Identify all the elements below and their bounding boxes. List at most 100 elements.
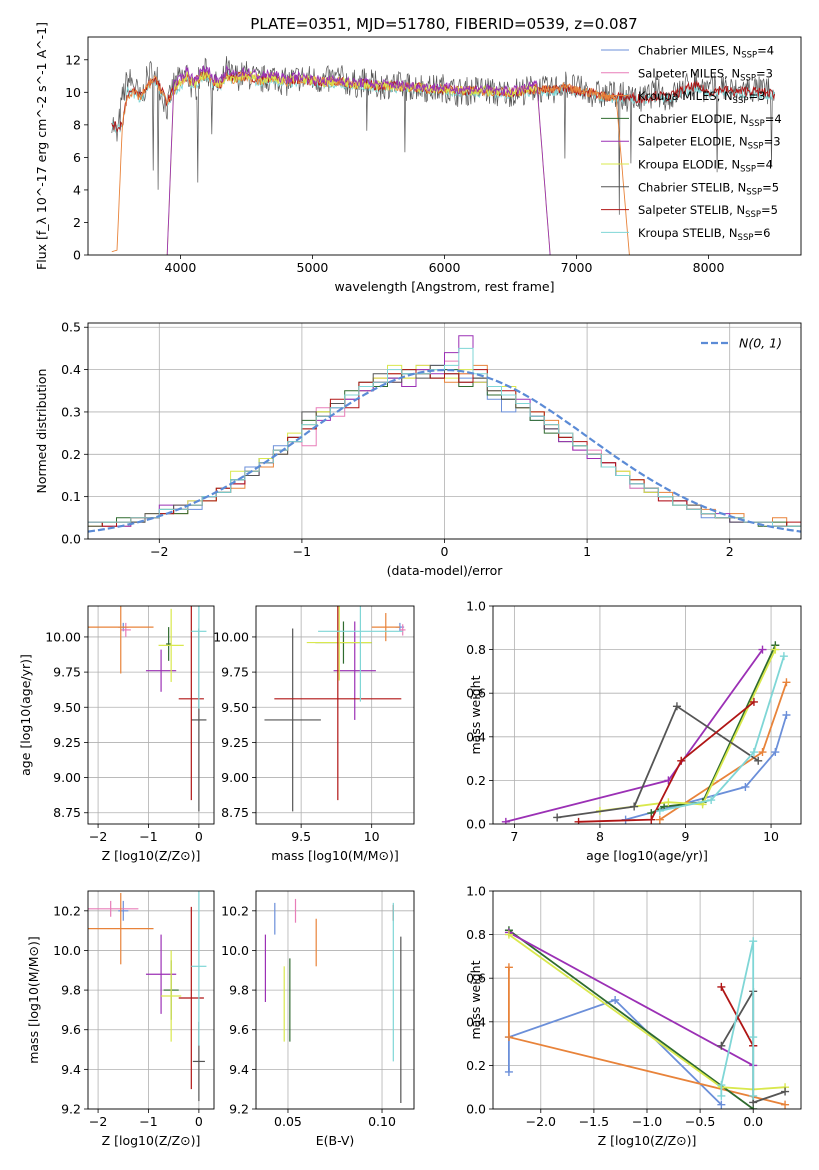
y-tick-label: 10.0 [221,943,249,958]
y-tick-label: 0.6 [466,686,486,701]
y-tick-label: 9.6 [61,1022,81,1037]
x-axis-label: Z [log10(Z/Z⊙)] [102,1133,201,1148]
x-tick-label: 7000 [561,260,593,275]
y-tick-label: 0.2 [61,447,81,462]
weight-marker [741,782,750,791]
x-tick-label: 0.10 [368,1114,396,1129]
weight-marker [672,702,681,711]
weight-marker [754,756,763,765]
plot-area [264,606,406,812]
x-axis-label: age [log10(age/yr)] [586,848,708,863]
y-tick-label: 0.2 [466,1058,486,1073]
weight-marker [749,937,758,946]
legend-entry: Salpeter STELIB, NSSP=5 [638,203,778,220]
y-tick-label: 9.25 [53,735,81,750]
legend-entry: Chabrier ELODIE, NSSP=4 [638,112,782,129]
weight-marker [630,802,639,811]
y-tick-label: 4 [73,182,81,197]
weight-marker [749,748,758,757]
x-tick-label: −2 [150,544,168,559]
y-tick-label: 0.4 [466,1014,486,1029]
plot-area [111,56,776,255]
spectrum-line [111,56,775,215]
weight-line [508,931,754,1067]
y-tick-label: 0.0 [466,817,486,832]
histogram-step [88,347,801,539]
weight-marker [504,1033,513,1042]
weight-marker [782,678,791,687]
x-tick-label: −1 [139,829,157,844]
x-tick-label: 1 [583,544,591,559]
y-tick-label: 10.00 [213,629,249,644]
weight-marker [758,748,767,757]
spectrum-line [166,70,551,255]
x-tick-label: 0.0 [743,1114,763,1129]
weight-marker [749,1033,758,1042]
x-tick-label: 5000 [297,260,329,275]
x-tick-label: −0.5 [685,1114,715,1129]
plot-area [88,606,207,812]
x-tick-label: 6000 [429,260,461,275]
legend-entry: Kroupa STELIB, NSSP=6 [638,226,770,243]
y-tick-label: 9.6 [229,1022,249,1037]
y-tick-label: 9.50 [53,700,81,715]
x-tick-label: 9 [682,829,690,844]
figure-title: PLATE=0351, MJD=51780, FIBERID=0539, z=0… [250,15,637,33]
legend-entry: Salpeter ELODIE, NSSP=3 [638,135,781,152]
y-tick-label: 0 [73,248,81,263]
plot-area [264,898,402,1104]
plot-area [501,641,791,824]
weight-marker [553,813,562,822]
gaussian-curve [88,368,801,533]
x-tick-label: 7 [510,829,518,844]
weight-line [508,933,786,1091]
plot-area [88,891,207,1102]
axes-frame [255,605,415,825]
x-tick-label: 4000 [165,260,197,275]
weight-marker [717,1100,726,1109]
panel-residuals: −2 −1 0 1 2 0.0 0.1 0.2 0.3 0.4 0.5 (data-model)/er… [34,320,802,578]
weight-line [578,701,755,823]
y-tick-label: 9.00 [221,770,249,785]
y-tick-label: 0.2 [466,773,486,788]
y-tick-label: 0.0 [466,1102,486,1117]
y-tick-label: 0.8 [466,642,486,657]
x-axis-label: Z [log10(Z/Z⊙)] [598,1133,697,1148]
y-tick-label: 0.4 [61,362,81,377]
y-axis-label: mass weight [468,675,483,754]
y-tick-label: 9.8 [229,983,249,998]
x-tick-label: 8000 [693,260,725,275]
y-tick-label: 1.0 [466,884,486,899]
weight-marker [758,645,767,654]
panel-spectrum: 4000 5000 6000 7000 8000 0 2 4 6 8 10 12 wavelength … [34,22,802,294]
plot-area [88,335,801,539]
y-tick-label: 0.8 [466,927,486,942]
x-axis-label: Z [log10(Z/Z⊙)] [102,848,201,863]
x-tick-label: 0 [195,829,203,844]
y-tick-label: 9.75 [221,665,249,680]
y-tick-label: 10.2 [53,903,81,918]
weight-marker [647,815,656,824]
weight-line [650,644,777,814]
x-axis-label: mass [log10(M/M⊙)] [271,848,399,863]
weight-line [508,998,722,1106]
y-tick-label: 8 [73,117,81,132]
x-axis-label: E(B-V) [316,1133,355,1148]
legend-entry: Kroupa MILES, NSSP=3 [638,89,765,106]
y-tick-label: 9.2 [61,1102,81,1117]
x-tick-label: 8 [596,829,604,844]
y-tick-label: 10 [65,85,81,100]
plot-area [504,926,790,1109]
panel-mass_vs_EBV: 0.05 0.10 9.2 9.4 9.6 9.8 10.0 10.2 E(B-V) [221,890,415,1148]
weight-marker [664,798,673,807]
y-tick-label: 12 [65,52,81,67]
spectrum-line [166,64,551,255]
weight-marker [717,982,726,991]
axes-frame [87,605,215,825]
weight-marker [655,815,664,824]
x-tick-label: −2 [89,1114,107,1129]
y-tick-label: 9.4 [61,1062,81,1077]
spectrum-line [111,71,630,255]
y-tick-label: 10.2 [221,903,249,918]
